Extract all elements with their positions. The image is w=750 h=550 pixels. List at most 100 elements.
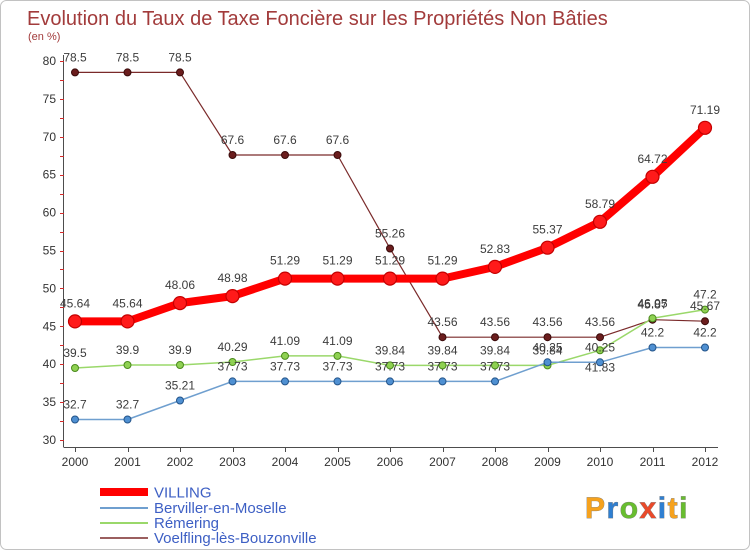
y-tick-label: 80 <box>43 54 57 68</box>
data-point-villing <box>67 314 83 329</box>
data-point-berviller-en-moselle <box>386 377 394 386</box>
data-label-berviller-en-moselle: 37.73 <box>375 359 405 373</box>
logo-letter: r <box>607 492 620 525</box>
data-label-berviller-en-moselle: 42.2 <box>693 326 717 340</box>
logo-letter: o <box>620 492 640 525</box>
data-point-berviller-en-moselle <box>123 415 132 424</box>
data-label-villing: 51.29 <box>375 254 405 268</box>
data-point-villing <box>120 314 135 329</box>
x-axis-ticks: 2000 2001 2002 2003 2004 2005 2006 2007 2008 2009… <box>62 447 719 469</box>
data-label-remering: 46.05 <box>637 296 667 310</box>
y-tick-label: 75 <box>43 92 57 106</box>
data-point-berviller-en-moselle <box>596 358 604 367</box>
data-label-remering: 39.9 <box>116 343 140 357</box>
data-point-remering <box>281 351 289 360</box>
data-label-voelfling-les-bouzonville: 43.56 <box>532 315 562 329</box>
data-point-remering <box>176 361 184 369</box>
y-tick-label: 40 <box>43 357 57 371</box>
data-label-villing: 52.83 <box>480 242 510 256</box>
data-point-voelfling-les-bouzonville <box>176 68 184 77</box>
data-point-villing <box>645 169 660 184</box>
data-label-remering: 41.09 <box>322 334 352 348</box>
data-label-berviller-en-moselle: 42.2 <box>641 326 665 340</box>
data-label-remering: 39.9 <box>168 343 192 357</box>
legend-item-berviller-en-moselle: Berviller-en-Moselle <box>100 500 287 517</box>
data-label-voelfling-les-bouzonville: 43.56 <box>427 315 457 329</box>
data-point-voelfling-les-bouzonville <box>123 68 132 77</box>
data-label-voelfling-les-bouzonville: 45.67 <box>690 299 720 313</box>
x-tick-label: 2009 <box>534 455 561 469</box>
data-label-remering: 39.84 <box>532 343 562 357</box>
data-point-remering <box>71 364 79 372</box>
data-label-voelfling-les-bouzonville: 43.56 <box>585 315 615 329</box>
data-point-berviller-en-moselle <box>71 415 79 424</box>
x-tick-label: 2011 <box>640 455 666 469</box>
data-label-berviller-en-moselle: 37.73 <box>427 359 457 373</box>
data-label-voelfling-les-bouzonville: 67.6 <box>326 133 350 147</box>
y-tick-label: 60 <box>43 206 57 220</box>
data-label-villing: 51.29 <box>322 254 352 268</box>
legend-label-villing: VILLING <box>154 485 212 502</box>
legend-label-berviller-en-moselle: Berviller-en-Moselle <box>154 500 287 517</box>
data-point-villing <box>540 240 555 255</box>
data-label-berviller-en-moselle: 35.21 <box>165 379 195 393</box>
data-point-berviller-en-moselle <box>543 358 552 367</box>
legend: VILLING Berviller-en-Moselle Rémering Vo… <box>100 485 317 547</box>
data-label-berviller-en-moselle: 32.7 <box>116 398 140 412</box>
y-tick-label: 55 <box>43 244 57 258</box>
legend-item-villing: VILLING <box>100 485 212 502</box>
data-label-voelfling-les-bouzonville: 45.87 <box>637 298 667 312</box>
data-label-villing: 48.06 <box>165 278 195 292</box>
data-point-voelfling-les-bouzonville <box>596 333 604 342</box>
data-point-remering <box>438 361 447 370</box>
x-tick-label: 2004 <box>272 455 299 469</box>
legend-label-remering: Rémering <box>154 515 219 532</box>
data-point-remering <box>648 314 657 323</box>
data-label-voelfling-les-bouzonville: 67.6 <box>273 133 297 147</box>
data-point-villing <box>382 271 398 286</box>
data-label-villing: 45.64 <box>60 296 90 310</box>
y-tick-label: 70 <box>43 130 57 144</box>
logo-letter: i <box>658 492 668 525</box>
data-point-remering <box>596 346 604 355</box>
x-tick-label: 2001 <box>114 455 141 469</box>
y-tick-label: 50 <box>43 281 57 295</box>
data-point-voelfling-les-bouzonville <box>281 151 289 159</box>
x-tick-label: 2012 <box>692 455 719 469</box>
data-point-berviller-en-moselle <box>333 377 342 386</box>
data-point-villing <box>172 296 188 311</box>
y-tick-label: 65 <box>43 168 57 182</box>
x-tick-label: 2008 <box>482 455 509 469</box>
data-label-remering: 39.84 <box>427 343 457 357</box>
data-label-voelfling-les-bouzonville: 78.5 <box>63 50 87 64</box>
logo-letter: P <box>585 492 607 525</box>
logo-letter: x <box>640 492 658 525</box>
x-tick-label: 2010 <box>587 455 614 469</box>
data-label-remering: 47.2 <box>693 288 717 302</box>
data-label-voelfling-les-bouzonville: 43.56 <box>480 315 510 329</box>
data-label-villing: 48.98 <box>217 271 247 285</box>
legend-item-remering: Rémering <box>100 515 219 532</box>
data-point-voelfling-les-bouzonville <box>228 151 237 159</box>
data-point-berviller-en-moselle <box>701 343 709 352</box>
y-tick-label: 45 <box>43 319 57 333</box>
data-point-voelfling-les-bouzonville <box>386 244 394 253</box>
data-label-villing: 51.29 <box>270 254 300 268</box>
data-point-villing <box>330 271 345 286</box>
data-point-remering <box>333 351 342 360</box>
data-point-villing <box>277 271 293 286</box>
data-label-villing: 58.79 <box>585 197 615 211</box>
logo-letter: t <box>668 492 680 525</box>
data-point-voelfling-les-bouzonville <box>333 151 342 159</box>
data-label-berviller-en-moselle: 37.73 <box>322 359 352 373</box>
data-label-villing: 45.64 <box>112 296 142 310</box>
data-label-villing: 64.72 <box>637 152 667 166</box>
data-point-remering <box>491 361 499 370</box>
data-label-berviller-en-moselle: 32.7 <box>63 398 87 412</box>
data-labels: 78.5 78.5 78.5 67.6 67.6 67.6 55.26 43.56 43.56 4… <box>60 50 720 411</box>
data-point-villing <box>592 214 608 229</box>
data-point-voelfling-les-bouzonville <box>438 333 447 342</box>
data-point-villing <box>487 259 503 274</box>
data-point-berviller-en-moselle <box>438 377 447 386</box>
